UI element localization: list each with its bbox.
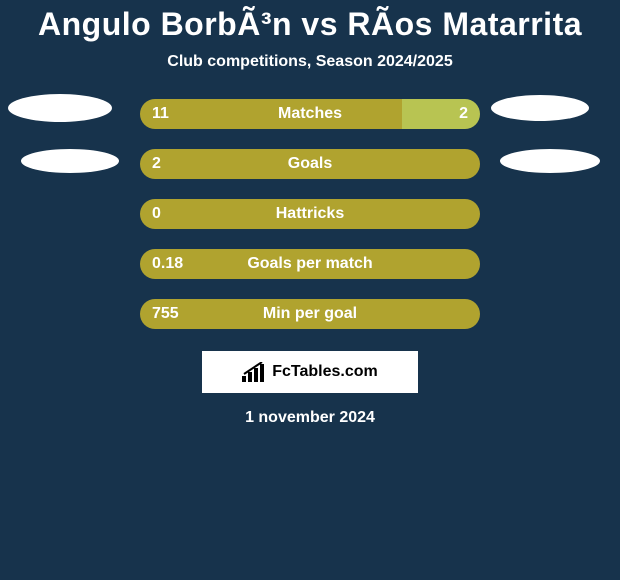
full-segment	[140, 149, 480, 179]
brand-chart-icon	[242, 362, 268, 382]
player1-value: 755	[152, 299, 179, 329]
stat-row: 2Goals	[0, 149, 620, 179]
full-segment	[140, 249, 480, 279]
player1-ellipse	[8, 94, 112, 122]
stat-bar: 0Hattricks	[140, 199, 480, 229]
stat-bar: 0.18Goals per match	[140, 249, 480, 279]
full-segment	[140, 199, 480, 229]
stat-row: 755Min per goal	[0, 299, 620, 329]
page-title: Angulo BorbÃ³n vs RÃ­os Matarrita	[38, 6, 582, 43]
full-segment	[140, 299, 480, 329]
player1-value: 2	[152, 149, 161, 179]
player1-segment	[140, 99, 402, 129]
player2-ellipse	[491, 95, 589, 121]
stat-bar: 2Goals	[140, 149, 480, 179]
player1-value: 0.18	[152, 249, 183, 279]
player1-value: 11	[152, 99, 169, 129]
stat-row: 0.18Goals per match	[0, 249, 620, 279]
player1-ellipse	[21, 149, 119, 173]
stat-bar: 755Min per goal	[140, 299, 480, 329]
brand-badge: FcTables.com	[202, 351, 418, 393]
stat-rows: 112Matches2Goals0Hattricks0.18Goals per …	[0, 99, 620, 329]
stat-row: 112Matches	[0, 99, 620, 129]
generated-date: 1 november 2024	[245, 409, 375, 427]
page-subtitle: Club competitions, Season 2024/2025	[167, 53, 452, 71]
player1-value: 0	[152, 199, 161, 229]
comparison-infographic: Angulo BorbÃ³n vs RÃ­os Matarrita Club c…	[0, 0, 620, 580]
player2-ellipse	[500, 149, 600, 173]
stat-row: 0Hattricks	[0, 199, 620, 229]
brand-text: FcTables.com	[272, 363, 378, 381]
player2-value: 2	[459, 99, 468, 129]
player2-segment	[402, 99, 480, 129]
stat-bar: 112Matches	[140, 99, 480, 129]
